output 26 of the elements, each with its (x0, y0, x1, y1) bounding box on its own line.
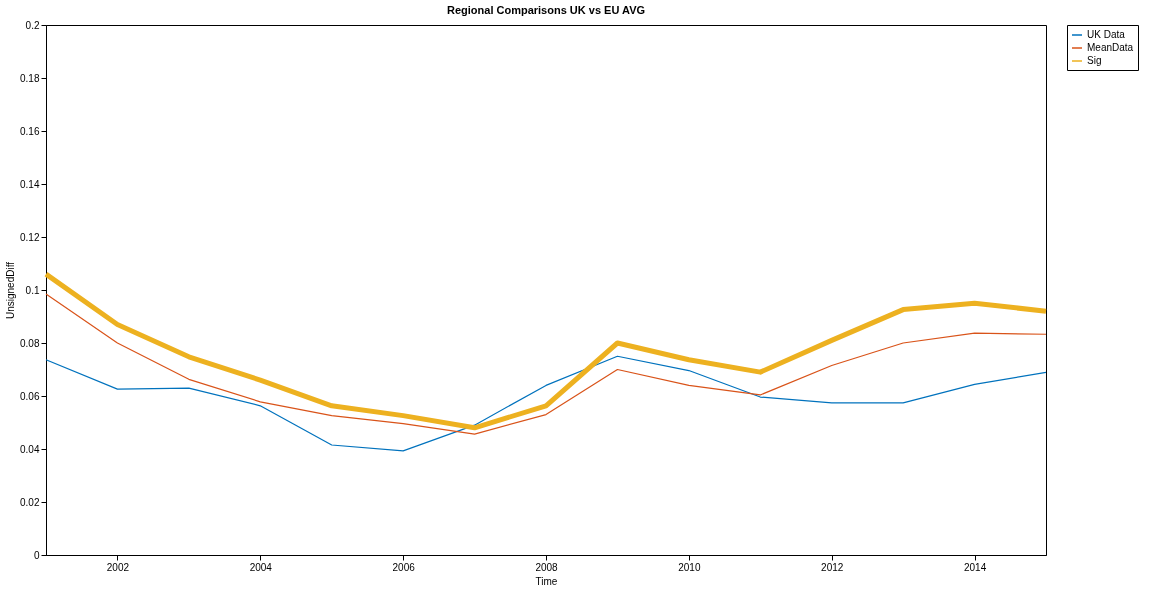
y-tick-label: 0.16 (20, 125, 40, 137)
line-series (45, 293, 1047, 435)
y-tick-label: 0 (33, 549, 40, 561)
y-tick-label: 0.04 (20, 443, 40, 455)
x-axis-title: Time (535, 575, 558, 587)
line-series (45, 355, 1047, 452)
y-tick-label: 0.06 (20, 390, 40, 402)
x-tick-label: 2014 (963, 561, 987, 573)
x-tick-label: 2006 (392, 561, 416, 573)
x-tick-label: 2004 (249, 561, 273, 573)
y-tick-label: 0.02 (20, 496, 40, 508)
y-tick-label: 0.18 (20, 72, 40, 84)
x-tick-label: 2002 (106, 561, 130, 573)
y-tick-label: 0.1 (25, 284, 40, 296)
x-tick-label: 2012 (821, 561, 844, 573)
x-tick-label: 2010 (678, 561, 701, 573)
y-tick-label: 0.2 (25, 19, 40, 31)
y-tick-label: 0.12 (20, 231, 40, 243)
y-tick-label: 0.08 (20, 337, 40, 349)
y-axis-title: UnsignedDiff (5, 261, 17, 320)
legend-label: Sig (1087, 55, 1102, 66)
y-tick-label: 0.14 (20, 178, 40, 190)
legend-label: UK Data (1087, 29, 1126, 40)
x-tick-label: 2008 (535, 561, 559, 573)
chart-title: Regional Comparisons UK vs EU AVG (446, 4, 646, 16)
legend-label: MeanData (1087, 42, 1134, 53)
